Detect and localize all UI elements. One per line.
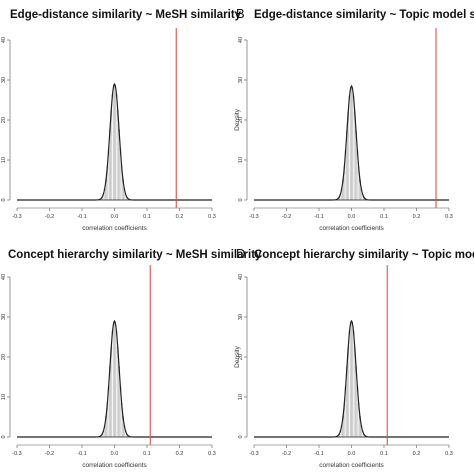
x-tick-label: 0.2	[413, 214, 421, 220]
panel-title: Concept hierarchy similarity ~ Topic mod…	[254, 249, 474, 261]
x-tick-label: 0.3	[208, 451, 216, 457]
x-tick-label: -0.3	[249, 214, 258, 220]
density-curve	[254, 84, 449, 201]
y-tick-label: 40	[238, 37, 244, 43]
y-tick-label: 30	[1, 314, 7, 320]
x-axis: -0.3 -0.2 -0.1 0.0 0.1 0.2 0.3 correlation coef…	[249, 444, 453, 469]
y-tick-label: 30	[1, 77, 7, 83]
y-tick-label: 10	[1, 394, 7, 400]
density-curve	[254, 319, 449, 438]
panel-label: B	[236, 6, 245, 21]
y-tick-label: 0	[1, 198, 7, 201]
x-tick-label: 0.3	[445, 214, 453, 220]
x-tick-label: -0.2	[45, 451, 54, 457]
y-tick-label: 20	[238, 354, 244, 360]
x-tick-label: -0.1	[314, 214, 323, 220]
y-tick-label: 0	[1, 435, 7, 438]
y-axis-label: Density	[234, 108, 241, 130]
x-axis: -0.3 -0.2 -0.1 0.0 0.1 0.2 0.3 correlation coef…	[12, 444, 216, 469]
panel-title: Edge-distance similarity ~ MeSH similari…	[10, 9, 242, 21]
x-tick-label: 0.1	[380, 451, 388, 457]
panel-title: Edge-distance similarity ~ Topic model s…	[254, 9, 474, 21]
x-tick-label: 0.3	[208, 214, 216, 220]
x-tick-label: -0.3	[249, 451, 258, 457]
x-tick-label: 0.1	[380, 214, 388, 220]
y-tick-label: 30	[238, 77, 244, 83]
y-tick-label: 20	[238, 117, 244, 123]
x-tick-label: -0.3	[12, 451, 21, 457]
y-axis: 0 10 20 30 40 Density	[234, 37, 248, 202]
x-axis-label: correlation coefficients	[319, 462, 384, 469]
x-tick-label: 0.0	[111, 451, 119, 457]
histogram-bars	[99, 321, 129, 438]
x-axis-label: correlation coefficients	[82, 225, 147, 232]
x-tick-label: 0.0	[348, 214, 356, 220]
x-tick-label: -0.1	[77, 214, 86, 220]
x-tick-label: 0.1	[143, 214, 151, 220]
x-axis-label: correlation coefficients	[319, 225, 384, 232]
y-axis: 0 10 20 30 40	[1, 37, 11, 202]
x-tick-label: 0.3	[445, 451, 453, 457]
y-tick-label: 10	[1, 157, 7, 163]
x-axis-label: correlation coefficients	[82, 462, 147, 469]
x-tick-label: 0.0	[111, 214, 119, 220]
y-tick-label: 0	[238, 198, 244, 201]
x-tick-label: 0.0	[348, 451, 356, 457]
chart-panel-1: Edge-distance similarity ~ MeSH similari…	[1, 9, 242, 232]
histogram-bars	[337, 86, 366, 201]
x-tick-label: 0.1	[143, 451, 151, 457]
y-tick-label: 20	[1, 117, 7, 123]
y-tick-label: 20	[1, 354, 7, 360]
x-tick-label: 0.2	[176, 451, 184, 457]
x-tick-label: -0.2	[282, 214, 291, 220]
y-tick-label: 40	[1, 274, 7, 280]
y-tick-label: 10	[238, 157, 244, 163]
y-tick-label: 30	[238, 314, 244, 320]
x-tick-label: 0.2	[413, 451, 421, 457]
x-tick-label: -0.2	[282, 451, 291, 457]
y-tick-label: 10	[238, 394, 244, 400]
panel-title: Concept hierarchy similarity ~ MeSH simi…	[8, 249, 262, 261]
x-tick-label: -0.1	[77, 451, 86, 457]
chart-panel-3: Concept hierarchy similarity ~ MeSH simi…	[1, 249, 262, 469]
density-curve	[17, 319, 212, 438]
y-axis: 0 10 20 30 40 Density	[234, 274, 248, 439]
x-tick-label: -0.2	[45, 214, 54, 220]
x-axis: -0.3 -0.2 -0.1 0.0 0.1 0.2 0.3 correlation coef…	[12, 207, 216, 232]
y-axis: 0 10 20 30 40	[1, 274, 11, 439]
panel-label: D	[236, 246, 245, 261]
chart-panel-2: B Edge-distance similarity ~ Topic model …	[234, 6, 474, 232]
x-tick-label: -0.1	[314, 451, 323, 457]
y-tick-label: 40	[1, 37, 7, 43]
y-tick-label: 40	[238, 274, 244, 280]
x-axis: -0.3 -0.2 -0.1 0.0 0.1 0.2 0.3 correlation coef…	[249, 207, 453, 232]
x-tick-label: 0.2	[176, 214, 184, 220]
y-axis-label: Density	[234, 345, 241, 367]
chart-panel-4: D Concept hierarchy similarity ~ Topic mo…	[234, 246, 474, 469]
x-tick-label: -0.3	[12, 214, 21, 220]
y-tick-label: 0	[238, 435, 244, 438]
density-curve	[17, 82, 212, 201]
histogram-bars	[99, 84, 129, 201]
histogram-bars	[337, 321, 366, 438]
